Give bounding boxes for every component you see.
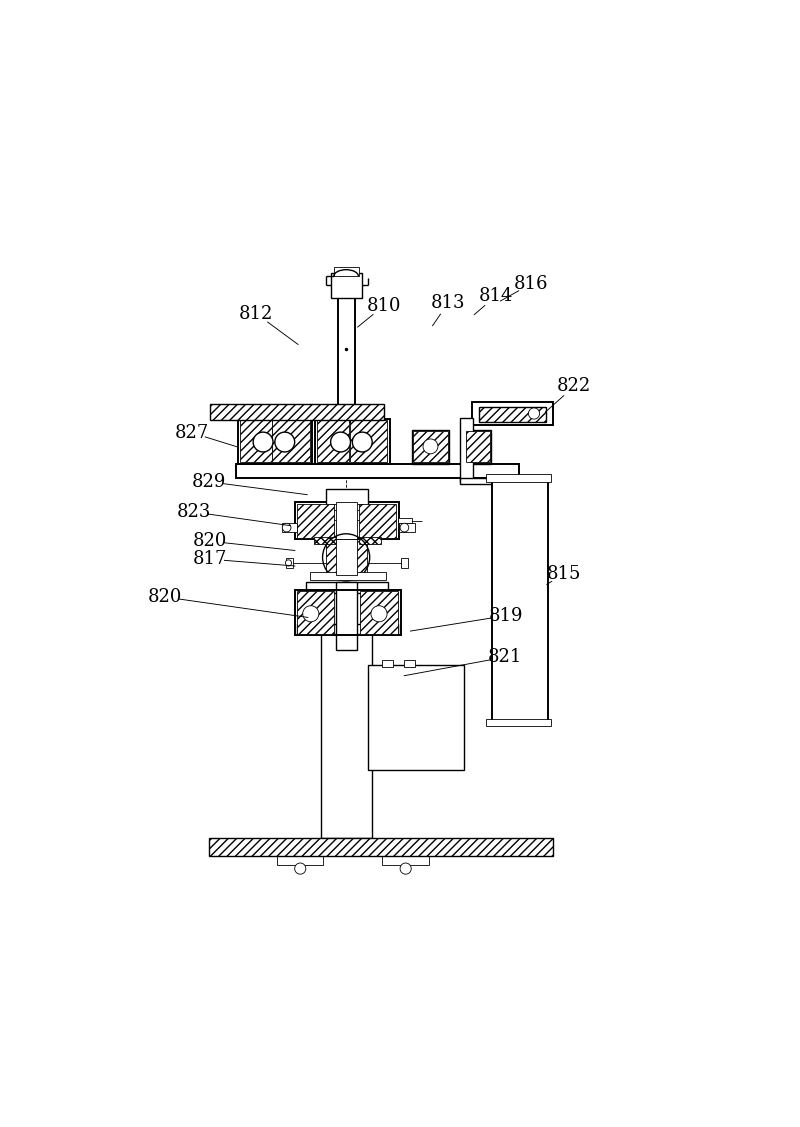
Bar [466, 431, 490, 462]
Bar [459, 478, 515, 485]
Bar [459, 418, 474, 481]
Bar [277, 854, 323, 864]
Text: 821: 821 [488, 648, 522, 666]
Text: 813: 813 [431, 293, 466, 311]
Bar [295, 503, 399, 540]
Text: 817: 817 [193, 550, 227, 568]
Bar [401, 558, 408, 568]
Text: 816: 816 [514, 275, 548, 293]
Bar [350, 420, 387, 462]
Circle shape [330, 432, 350, 452]
Bar [331, 273, 362, 298]
Bar [326, 541, 367, 574]
Bar [314, 536, 336, 544]
Bar [368, 665, 464, 770]
Circle shape [282, 523, 291, 532]
Bar [359, 536, 381, 544]
Bar [210, 405, 384, 420]
Bar [412, 429, 449, 463]
Text: 827: 827 [174, 424, 209, 442]
Bar [472, 401, 553, 425]
Text: 814: 814 [478, 287, 513, 305]
Bar [326, 488, 368, 506]
Bar [272, 420, 310, 462]
Circle shape [529, 408, 539, 419]
Circle shape [400, 523, 409, 532]
Bar [209, 838, 553, 855]
Bar [404, 659, 415, 667]
Text: 812: 812 [239, 304, 274, 322]
Bar [465, 429, 491, 463]
Bar [306, 582, 388, 593]
Bar [359, 504, 396, 538]
Bar [336, 503, 358, 540]
Text: 829: 829 [191, 472, 226, 490]
Circle shape [286, 560, 291, 566]
Bar [295, 589, 401, 636]
Bar [297, 623, 398, 633]
Bar [286, 558, 294, 568]
Bar [238, 419, 312, 463]
Bar [413, 431, 448, 462]
Bar [322, 630, 372, 838]
Text: 810: 810 [366, 296, 402, 314]
Circle shape [294, 863, 306, 875]
Bar [382, 854, 429, 864]
Bar [282, 523, 297, 532]
Bar [310, 571, 386, 580]
Bar [382, 659, 394, 667]
Text: 822: 822 [557, 378, 591, 396]
Bar [317, 420, 350, 462]
Bar [334, 267, 359, 276]
Bar [297, 504, 334, 538]
Bar [237, 463, 518, 478]
Text: 823: 823 [177, 503, 211, 521]
Circle shape [302, 605, 319, 622]
Bar [360, 592, 398, 633]
Circle shape [423, 438, 438, 454]
Bar [330, 511, 363, 520]
Circle shape [371, 605, 387, 622]
Bar [399, 523, 415, 532]
Bar [315, 419, 390, 463]
Bar [336, 582, 358, 650]
Circle shape [275, 432, 294, 452]
Bar [492, 479, 548, 721]
Bar [338, 294, 355, 421]
Bar [336, 540, 358, 576]
Bar [330, 504, 363, 512]
Text: 815: 815 [546, 565, 581, 583]
Bar [398, 518, 412, 523]
Text: 820: 820 [193, 532, 227, 550]
Circle shape [352, 432, 372, 452]
Bar [239, 420, 272, 462]
Circle shape [400, 863, 411, 875]
Bar [297, 592, 334, 633]
Bar [486, 474, 551, 481]
Text: 819: 819 [489, 606, 523, 624]
Bar [486, 719, 551, 726]
Bar [479, 407, 546, 423]
Circle shape [253, 432, 273, 452]
Text: 820: 820 [148, 588, 182, 606]
